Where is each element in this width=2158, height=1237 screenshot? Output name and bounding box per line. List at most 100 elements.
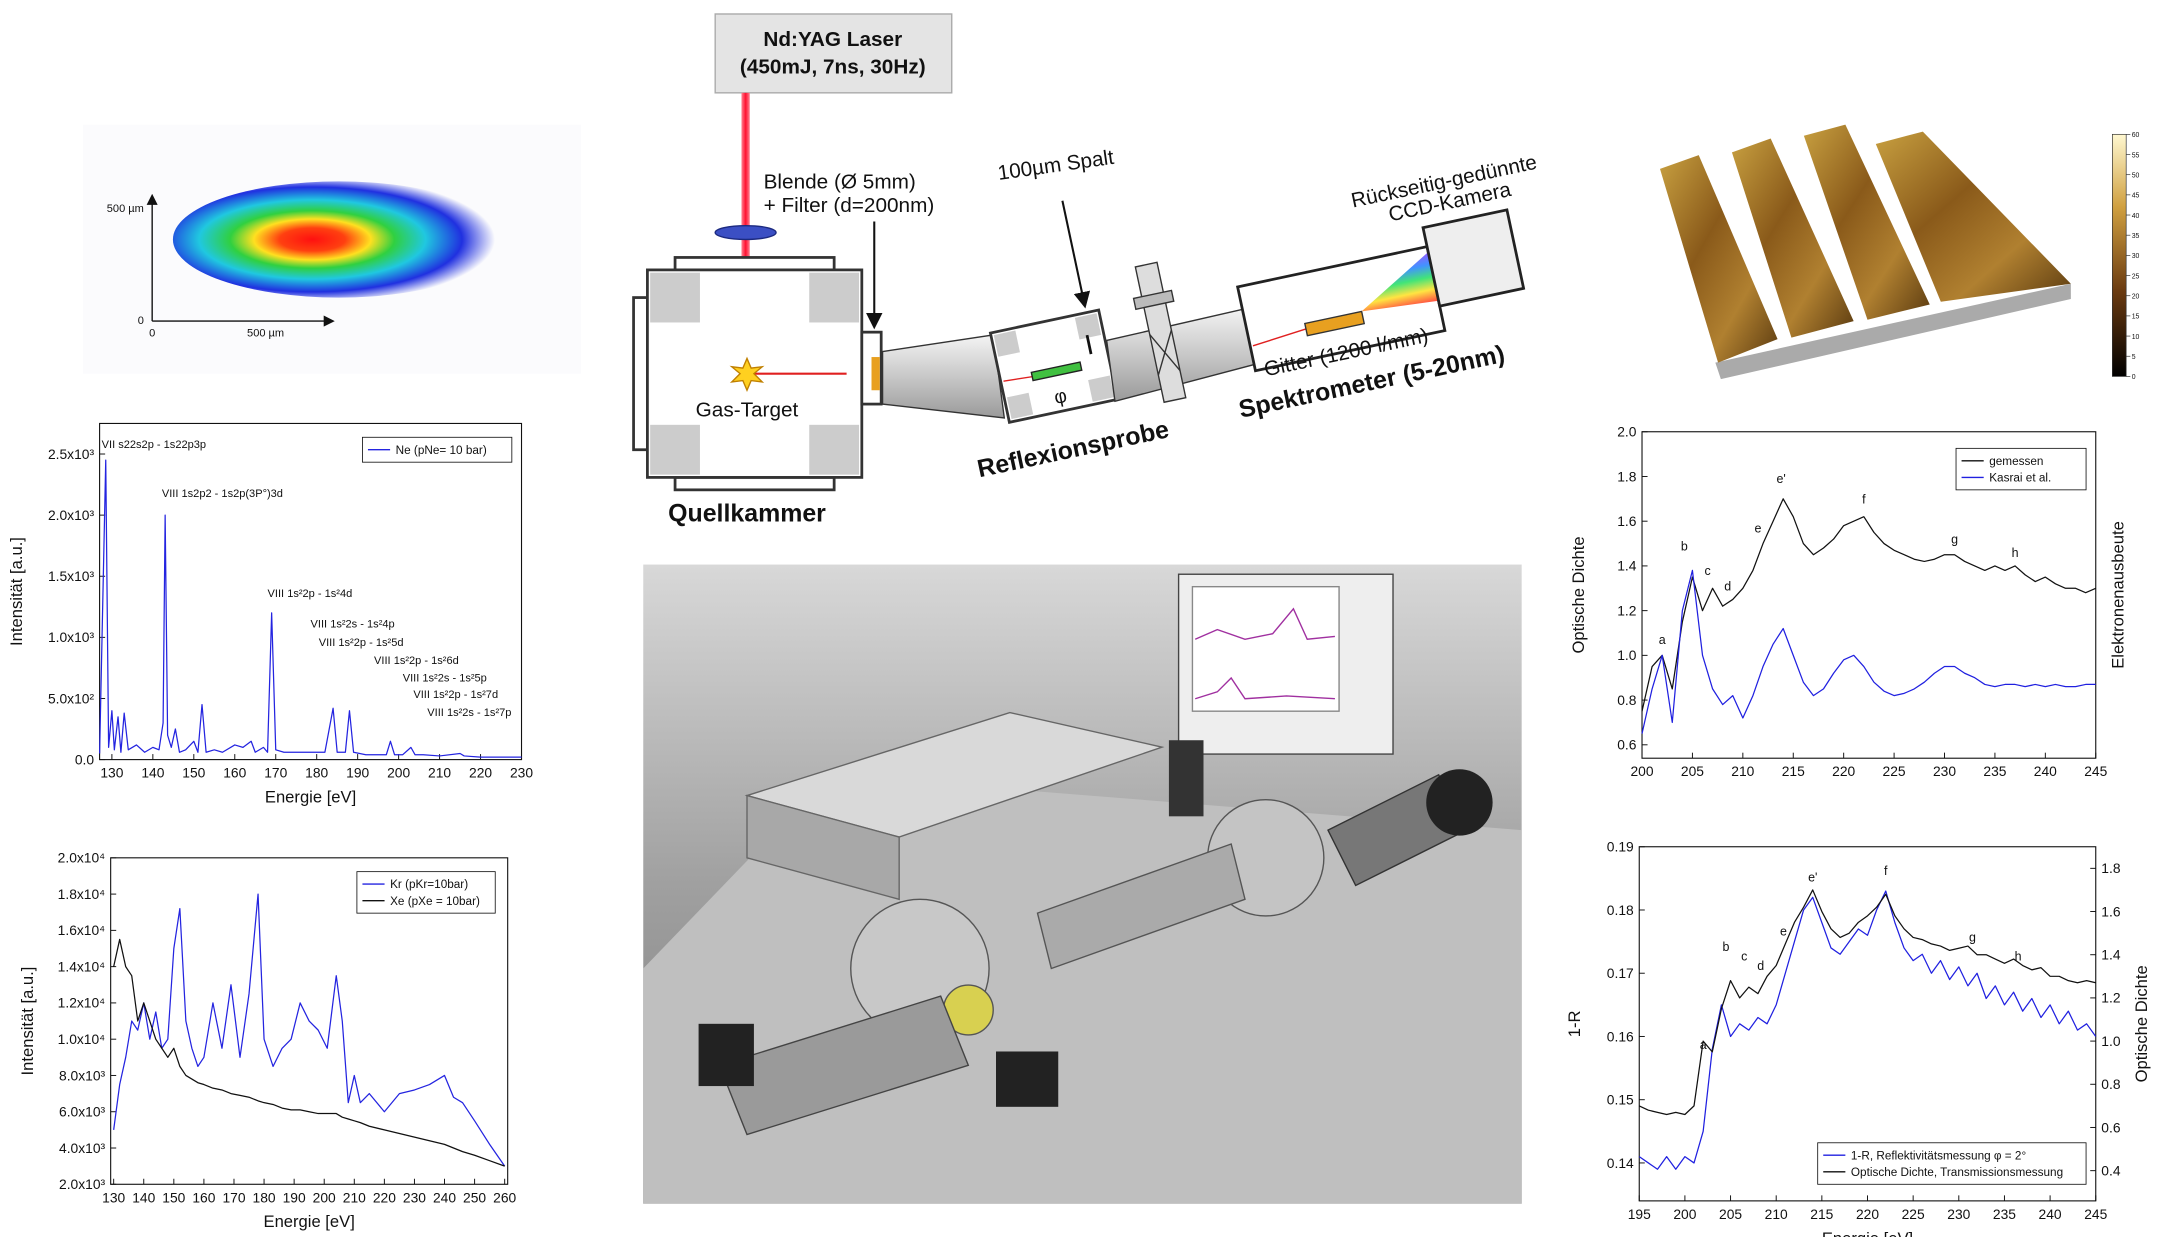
beam-profile: 500 µm 0 0 500 µm — [83, 125, 581, 374]
x-tick-label: 200 — [1630, 763, 1653, 779]
y2-tick-label: 0.8 — [2101, 1076, 2121, 1092]
y-axis-label: 500 µm — [107, 203, 144, 215]
gas-target-label: Gas-Target — [696, 399, 799, 422]
x-tick-label: 180 — [305, 765, 328, 781]
y-tick-label: 1.6x10⁴ — [58, 922, 106, 938]
x-tick-label: 205 — [1681, 763, 1704, 779]
annotation: f — [1862, 492, 1866, 506]
ccd-camera — [1423, 210, 1524, 306]
afm-image — [1660, 125, 2126, 380]
colorbar-tick-label: 50 — [2132, 172, 2140, 179]
annotation: h — [2015, 950, 2022, 964]
y-tick-label: 1.8 — [1617, 468, 1637, 484]
annotation: VIII 1s²2p - 1s²7d — [413, 689, 498, 701]
x-tick-label: 245 — [2084, 1206, 2107, 1222]
y-tick-label: 1.2 — [1617, 602, 1636, 618]
x-tick-label: 225 — [1883, 763, 1906, 779]
x-tick-label: 170 — [222, 1189, 245, 1205]
colorbar-tick-label: 0 — [2132, 374, 2136, 381]
legend-label: Ne (pNe= 10 bar) — [396, 444, 487, 457]
y-tick-label: 0.8 — [1617, 692, 1637, 708]
x-tick-label: 210 — [343, 1189, 366, 1205]
chamber-corner — [650, 425, 700, 475]
legend-label: 1-R, Reflektivitätsmessung φ = 2° — [1851, 1149, 2026, 1162]
x-tick-label: 240 — [433, 1189, 456, 1205]
annotation: e — [1755, 521, 1762, 535]
x-tick-label: 190 — [346, 765, 369, 781]
y-tick-label: 6.0x10³ — [59, 1104, 106, 1120]
legend-label: Xe (pXe = 10bar) — [390, 895, 480, 908]
x-tick-label: 160 — [192, 1189, 215, 1205]
annotation: a — [1659, 633, 1666, 647]
filter-label: + Filter (d=200nm) — [764, 194, 935, 217]
series-line — [1639, 890, 2096, 1115]
beam-spot — [173, 181, 505, 297]
x-tick-label: 225 — [1902, 1206, 1925, 1222]
chamber-corner — [1007, 393, 1033, 419]
y-axis-label: Intensität [a.u.] — [18, 967, 37, 1076]
y-tick-label: 5.0x10² — [48, 690, 95, 706]
y-tick-label: 1.0x10⁴ — [58, 1031, 106, 1047]
colorbar-tick-label: 35 — [2132, 233, 2140, 240]
y-axis-label: Optische Dichte — [1569, 536, 1588, 653]
chamber-corner — [809, 273, 859, 323]
y-tick-label: 0.15 — [1607, 1092, 1634, 1108]
x-tick-label: 170 — [264, 765, 287, 781]
annotation: b — [1723, 940, 1730, 954]
y-tick-label: 2.0 — [1617, 424, 1637, 440]
colorbar-tick-label: 40 — [2132, 213, 2140, 220]
chamber-corner — [650, 273, 700, 323]
x-tick-label: 240 — [2039, 1206, 2062, 1222]
annotation: d — [1757, 959, 1764, 973]
annotation: e' — [1808, 871, 1817, 885]
laser-name: Nd:YAG Laser — [763, 28, 902, 51]
y2-tick-label: 1.6 — [2101, 903, 2121, 919]
y-tick-label: 0.18 — [1607, 902, 1634, 918]
y-axis-label: Intensität [a.u.] — [7, 537, 26, 646]
laser-specs: (450mJ, 7ns, 30Hz) — [740, 55, 926, 78]
x-tick-label: 140 — [141, 765, 164, 781]
annotation: VIII 1s²2p - 1s²5d — [319, 637, 404, 649]
x-axis-label: Energie [eV] — [265, 787, 356, 806]
y-tick-label: 2.0x10³ — [59, 1176, 106, 1192]
y2-tick-label: 1.0 — [2101, 1033, 2121, 1049]
flange — [675, 477, 834, 489]
motor — [996, 1051, 1058, 1106]
detector — [699, 1024, 754, 1086]
annotation: f — [1884, 864, 1888, 878]
x-tick-label: 220 — [1856, 1206, 1879, 1222]
x-tick-label: 250 — [463, 1189, 486, 1205]
lab-photo — [643, 565, 1521, 1204]
x-tick-label: 210 — [1731, 763, 1754, 779]
y2-tick-label: 0.4 — [2101, 1162, 2121, 1178]
colorbar-tick-label: 55 — [2132, 152, 2140, 159]
x-tick-label: 160 — [223, 765, 246, 781]
colorbar — [2112, 134, 2126, 376]
colorbar-tick-label: 25 — [2132, 273, 2140, 280]
y-tick-label: 1.6 — [1617, 513, 1637, 529]
y-tick-label: 1.5x10³ — [48, 568, 95, 584]
legend-label: Optische Dichte, Transmissionsmessung — [1851, 1166, 2063, 1179]
x-tick-label: 180 — [253, 1189, 276, 1205]
x-tick-label: 240 — [2034, 763, 2057, 779]
legend-label: gemessen — [1989, 455, 2043, 468]
y-tick-label: 2.0x10⁴ — [58, 850, 106, 866]
x-tick-label: 230 — [510, 765, 533, 781]
x-tick-label: 210 — [428, 765, 451, 781]
x-axis-label: Energie [eV] — [264, 1212, 355, 1231]
y-tick-label: 8.0x10³ — [59, 1067, 106, 1083]
y-tick-label: 4.0x10³ — [59, 1140, 106, 1156]
annotation: VIII 1s²2s - 1s²7p — [427, 707, 511, 719]
y-tick-label: 0.17 — [1607, 965, 1634, 981]
x-tick-label: 220 — [469, 765, 492, 781]
legend-label: Kr (pKr=10bar) — [390, 878, 468, 891]
x-tick-label: 220 — [1832, 763, 1855, 779]
series-line — [114, 894, 505, 1166]
annotation: c — [1741, 950, 1747, 964]
lens — [715, 226, 776, 240]
x-tick-label: 200 — [387, 765, 410, 781]
x-tick-label: 220 — [373, 1189, 396, 1205]
x-tick-label: 235 — [1993, 1206, 2016, 1222]
y-tick-label: 0.16 — [1607, 1028, 1634, 1044]
poster: 500 µm 0 0 500 µm Nd:YAG Laser (450mJ, 7… — [0, 0, 2158, 1237]
